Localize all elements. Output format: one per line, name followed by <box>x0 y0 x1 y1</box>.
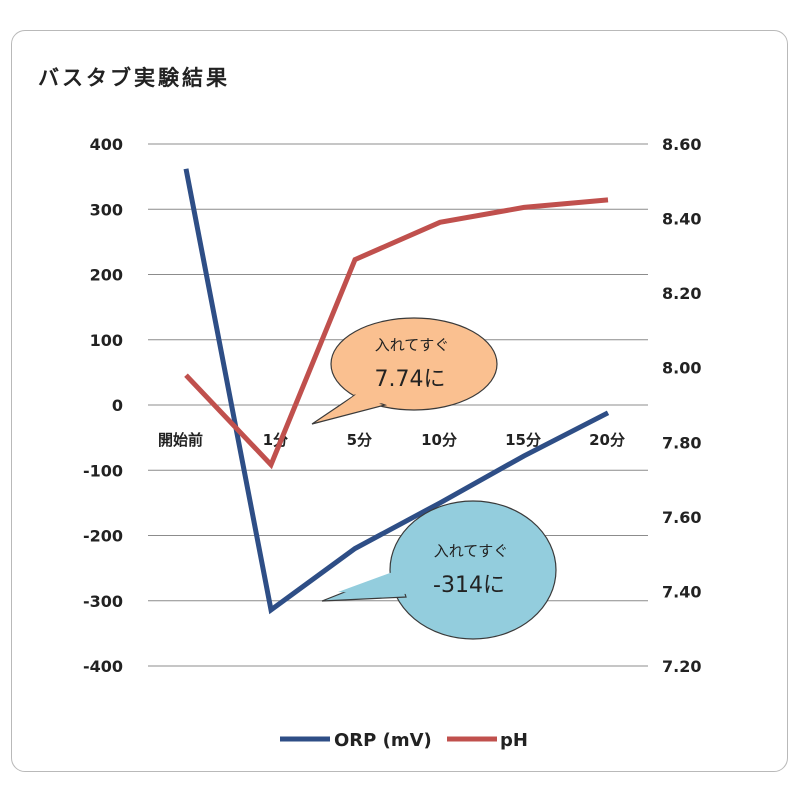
category-label: 10分 <box>421 431 457 449</box>
callout-heading: 入れてすぐ <box>375 336 450 354</box>
right-axis-ticks: 8.60 8.40 8.20 8.00 7.80 7.60 7.40 7.20 <box>662 135 701 676</box>
series-lines <box>183 168 610 615</box>
left-tick-label: 0 <box>112 396 123 415</box>
right-tick-label: 8.60 <box>662 135 701 154</box>
category-label: 20分 <box>589 431 625 449</box>
callout-value: 7.74に <box>375 367 446 392</box>
callout-tail-fill <box>328 393 387 415</box>
gridlines <box>148 143 648 667</box>
orp-callout: 入れてすぐ -314に <box>321 500 557 640</box>
left-tick-label: 400 <box>90 135 123 154</box>
callout-bubble <box>330 317 498 411</box>
series-line-orp <box>183 168 610 615</box>
category-label: 開始前 <box>158 431 203 449</box>
left-tick-label: -100 <box>83 461 123 480</box>
right-tick-label: 7.60 <box>662 508 701 527</box>
legend-label-orp: ORP (mV) <box>334 730 432 751</box>
legend: ORP (mV) pH <box>280 730 528 751</box>
left-tick-label: -200 <box>83 527 123 546</box>
right-tick-label: 8.00 <box>662 359 701 378</box>
left-tick-label: -400 <box>83 657 123 676</box>
right-tick-label: 7.20 <box>662 657 701 676</box>
callout-heading: 入れてすぐ <box>434 542 509 560</box>
right-tick-label: 7.40 <box>662 582 701 601</box>
category-label: 5分 <box>347 431 372 449</box>
legend-label-ph: pH <box>500 730 528 751</box>
chart-title: バスタブ実験結果 <box>38 66 230 90</box>
ph-callout: 入れてすぐ 7.74に <box>311 317 498 425</box>
callout-value: -314に <box>433 573 505 598</box>
category-label: 15分 <box>505 431 541 449</box>
left-axis-ticks: 400 300 200 100 0 -100 -200 -300 -400 <box>83 135 123 676</box>
left-tick-label: 200 <box>90 266 123 285</box>
callout-bubble <box>389 500 557 640</box>
left-tick-label: 100 <box>90 331 123 350</box>
left-tick-label: 300 <box>90 200 123 219</box>
series-line-ph <box>184 197 609 470</box>
right-tick-label: 7.80 <box>662 433 701 452</box>
left-tick-label: -300 <box>83 592 123 611</box>
right-tick-label: 8.40 <box>662 210 701 229</box>
callout-tail-fill <box>338 569 408 594</box>
right-tick-label: 8.20 <box>662 284 701 303</box>
